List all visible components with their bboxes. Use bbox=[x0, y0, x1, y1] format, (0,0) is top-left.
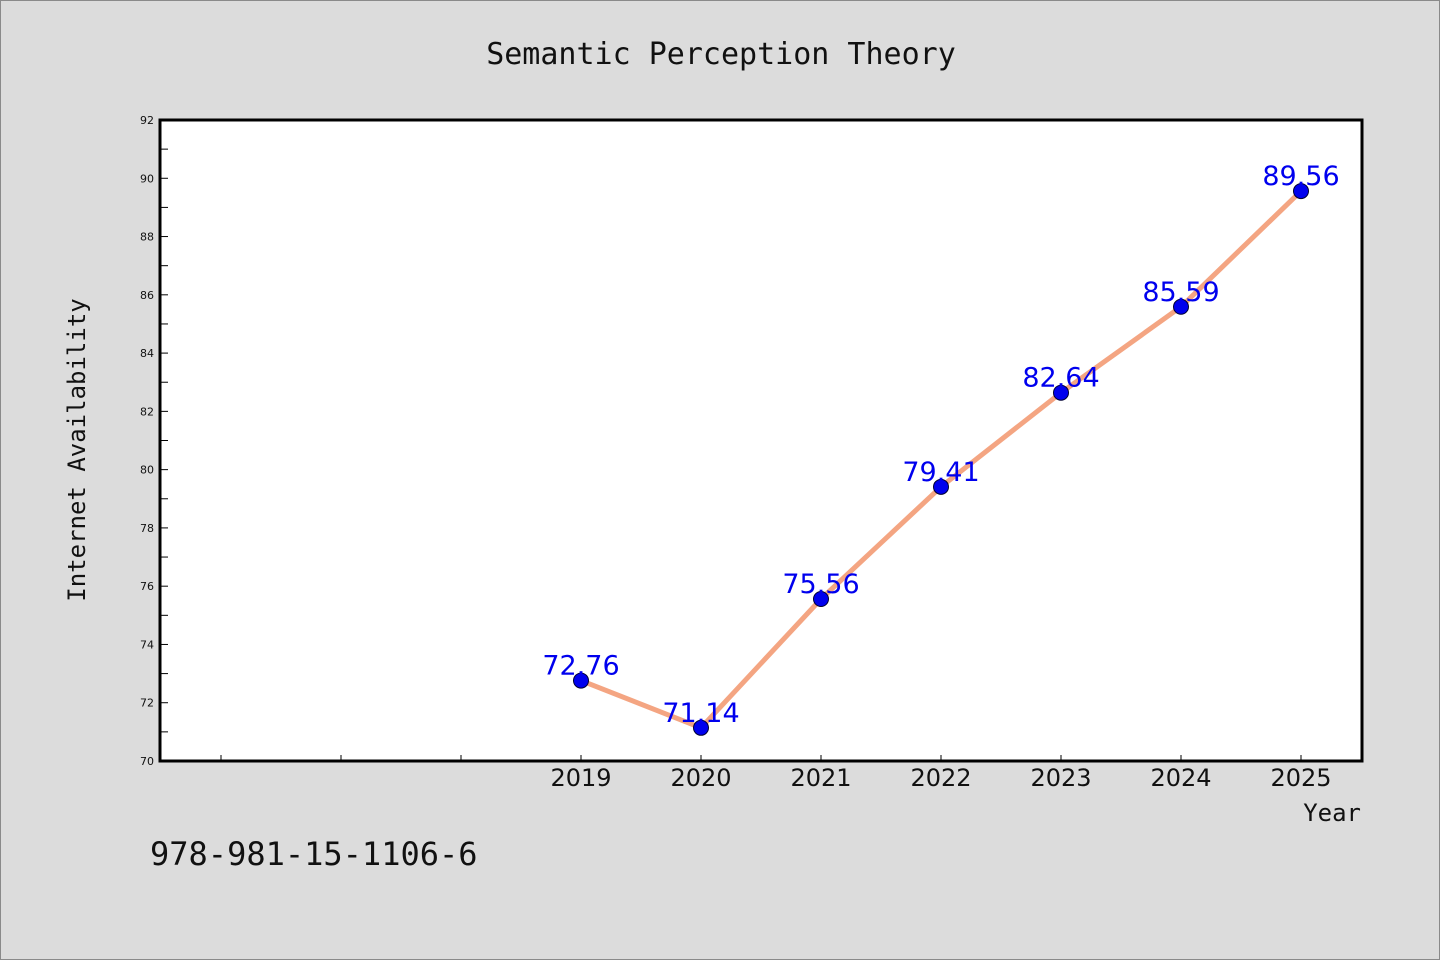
series-markers bbox=[573, 183, 1309, 736]
y-tick-label: 92 bbox=[140, 114, 154, 127]
y-axis: 70 72 74 76 78 80 82 84 86 88 90 92 bbox=[140, 114, 168, 768]
x-tick-label: 2024 bbox=[1150, 764, 1211, 792]
x-tick-label: 2025 bbox=[1270, 764, 1331, 792]
x-axis: 2019 2020 2021 2022 2023 2024 2025 bbox=[220, 755, 1332, 792]
y-tick-label: 70 bbox=[140, 755, 154, 768]
chart-title: Semantic Perception Theory bbox=[486, 37, 956, 72]
x-tick-label: 2019 bbox=[550, 764, 611, 792]
data-point bbox=[933, 478, 949, 495]
y-tick-label: 82 bbox=[140, 405, 154, 418]
y-tick-label: 78 bbox=[140, 522, 154, 535]
data-label: 71.14 bbox=[662, 698, 739, 729]
y-tick-label: 80 bbox=[140, 464, 154, 477]
y-axis-label: Internet Availability bbox=[63, 298, 91, 601]
data-label: 79.41 bbox=[902, 457, 979, 488]
x-axis-label: Year bbox=[1303, 799, 1361, 827]
data-label: 82.64 bbox=[1022, 363, 1099, 394]
y-tick-label: 84 bbox=[140, 347, 154, 360]
x-tick-label: 2022 bbox=[910, 764, 971, 792]
data-label: 85.59 bbox=[1142, 277, 1219, 308]
data-point bbox=[1053, 384, 1069, 401]
data-label: 72.76 bbox=[542, 651, 619, 682]
data-point bbox=[573, 672, 589, 689]
data-label: 75.56 bbox=[782, 569, 859, 600]
data-point bbox=[693, 719, 709, 736]
y-tick-label: 88 bbox=[140, 231, 154, 244]
y-tick-label: 72 bbox=[140, 697, 154, 710]
x-tick-label: 2023 bbox=[1030, 764, 1091, 792]
data-point bbox=[1173, 298, 1189, 315]
footer-code: 978-981-15-1106-6 bbox=[150, 835, 478, 873]
data-point bbox=[1293, 183, 1309, 200]
y-tick-label: 74 bbox=[140, 638, 154, 651]
data-point bbox=[813, 591, 829, 608]
y-tick-label: 86 bbox=[140, 289, 154, 302]
x-tick-label: 2020 bbox=[670, 764, 731, 792]
data-label: 89.56 bbox=[1262, 161, 1339, 192]
y-tick-label: 76 bbox=[140, 580, 154, 593]
x-tick-label: 2021 bbox=[790, 764, 851, 792]
plot-area bbox=[158, 118, 1364, 763]
data-labels: 72.76 71.14 75.56 79.41 82.64 85.59 89.56 bbox=[542, 161, 1339, 729]
y-tick-label: 90 bbox=[140, 172, 154, 185]
